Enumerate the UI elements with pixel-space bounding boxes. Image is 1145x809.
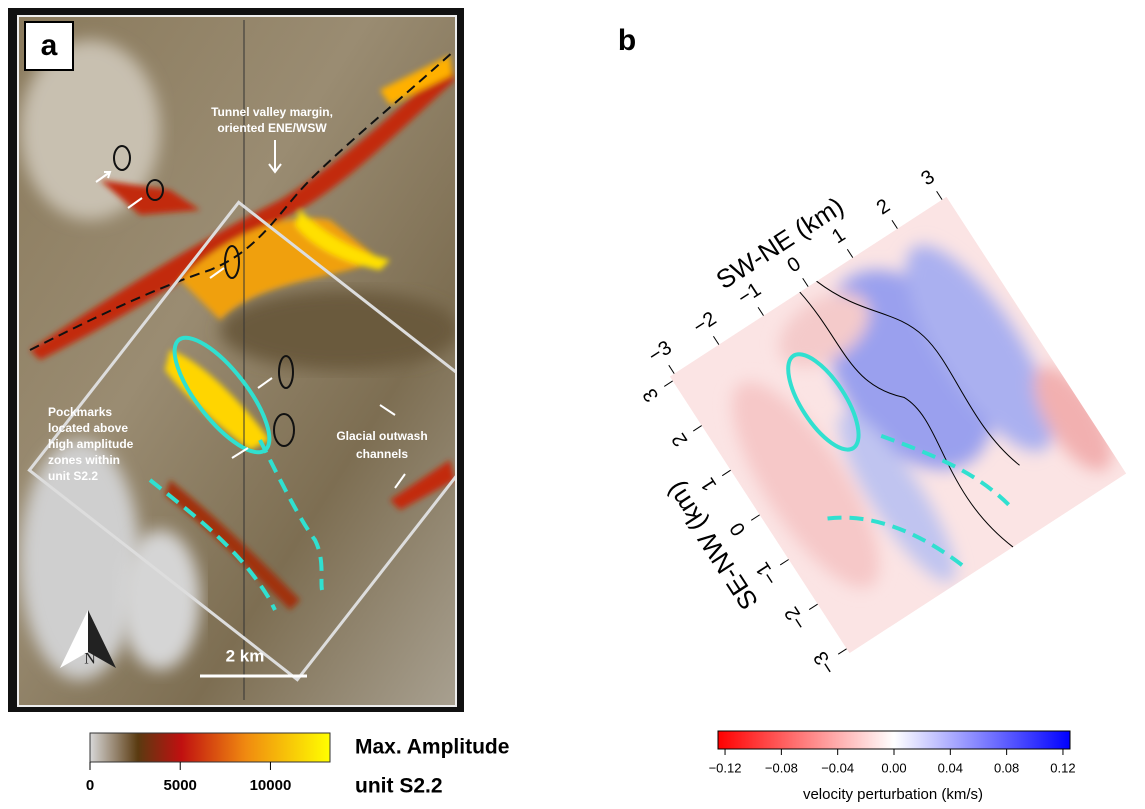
x-tick-label: 3 — [917, 166, 938, 191]
annotation: oriented ENE/WSW — [217, 121, 327, 135]
panel-b: b SW-NE (km) SE-NW (km) −3−2−10123−3−2−1… — [618, 24, 1127, 803]
x-tick-label: 0 — [783, 253, 804, 278]
north-label: N — [84, 651, 96, 668]
x-tick-label: 2 — [873, 195, 894, 220]
colorbar-a: Max. Amplitude unit S2.2 0 5000 10000 — [86, 732, 509, 798]
colorbar — [717, 730, 1071, 750]
y-tick-label: 2 — [668, 429, 693, 450]
annotation: located above — [48, 421, 128, 435]
colorbar-b: velocity perturbation (km/s) −0.12 −0.08 −… — [709, 730, 1076, 803]
tick-label: 0.04 — [938, 760, 963, 775]
colorbar-title: unit S2.2 — [355, 775, 443, 798]
y-tick-label: −1 — [752, 558, 783, 589]
annotation: high amplitude — [48, 437, 134, 451]
tick-label: 0.08 — [994, 760, 1019, 775]
colorbar-title: Max. Amplitude — [355, 736, 509, 759]
panel-label: b — [618, 24, 636, 57]
tick-label: 0.00 — [881, 760, 906, 775]
y-tick-label: −3 — [810, 647, 841, 678]
scale-bar-label: 2 km — [226, 646, 265, 665]
north-arrow: N — [60, 610, 116, 668]
tick-mark — [808, 603, 818, 611]
x-tick-label: −3 — [645, 337, 676, 368]
tick-mark — [837, 648, 847, 655]
amplitude-map: N 2 km Tunnel valley margin, oriented EN… — [18, 16, 456, 706]
panel-label-box — [24, 21, 74, 71]
annotation: unit S2.2 — [48, 469, 98, 483]
velocity-map: SW-NE (km) SE-NW (km) −3−2−10123−3−2−101… — [639, 166, 1127, 678]
tick-mark — [721, 469, 731, 477]
tick-mark — [802, 277, 809, 287]
tick-mark — [668, 364, 675, 374]
x-tick-label: −2 — [689, 308, 720, 339]
tick-mark — [750, 514, 760, 521]
annotation: Pockmarks — [48, 405, 112, 419]
tick-label: −0.08 — [765, 760, 798, 775]
tick-mark — [692, 425, 702, 432]
y-tick-label: 3 — [639, 384, 664, 405]
y-tick-label: 1 — [697, 474, 722, 495]
y-tick-label: −2 — [781, 603, 812, 634]
tick-label: 0.12 — [1050, 760, 1075, 775]
tick-mark — [757, 306, 764, 316]
tick-mark — [779, 559, 789, 566]
annotation: channels — [356, 447, 408, 461]
tick-label: 10000 — [250, 777, 292, 794]
colorbar-label: velocity perturbation (km/s) — [803, 786, 983, 803]
x-tick-label: 1 — [828, 224, 849, 249]
tick-mark — [846, 248, 854, 258]
tick-mark — [936, 190, 943, 200]
annotation: Glacial outwash — [336, 429, 427, 443]
panel-a: N 2 km Tunnel valley margin, oriented EN… — [8, 8, 509, 798]
panel-label: a — [41, 29, 58, 62]
tick-mark — [712, 335, 720, 345]
annotation: zones within — [48, 453, 120, 467]
tick-mark — [891, 219, 898, 229]
tick-label: 0 — [86, 777, 94, 794]
tick-mark — [663, 380, 673, 387]
tick-label: −0.12 — [709, 760, 742, 775]
annotation: Tunnel valley margin, — [211, 105, 333, 119]
y-tick-label: 0 — [726, 518, 751, 539]
tick-label: −0.04 — [821, 760, 854, 775]
colorbar — [89, 732, 331, 763]
tick-label: 5000 — [164, 777, 197, 794]
